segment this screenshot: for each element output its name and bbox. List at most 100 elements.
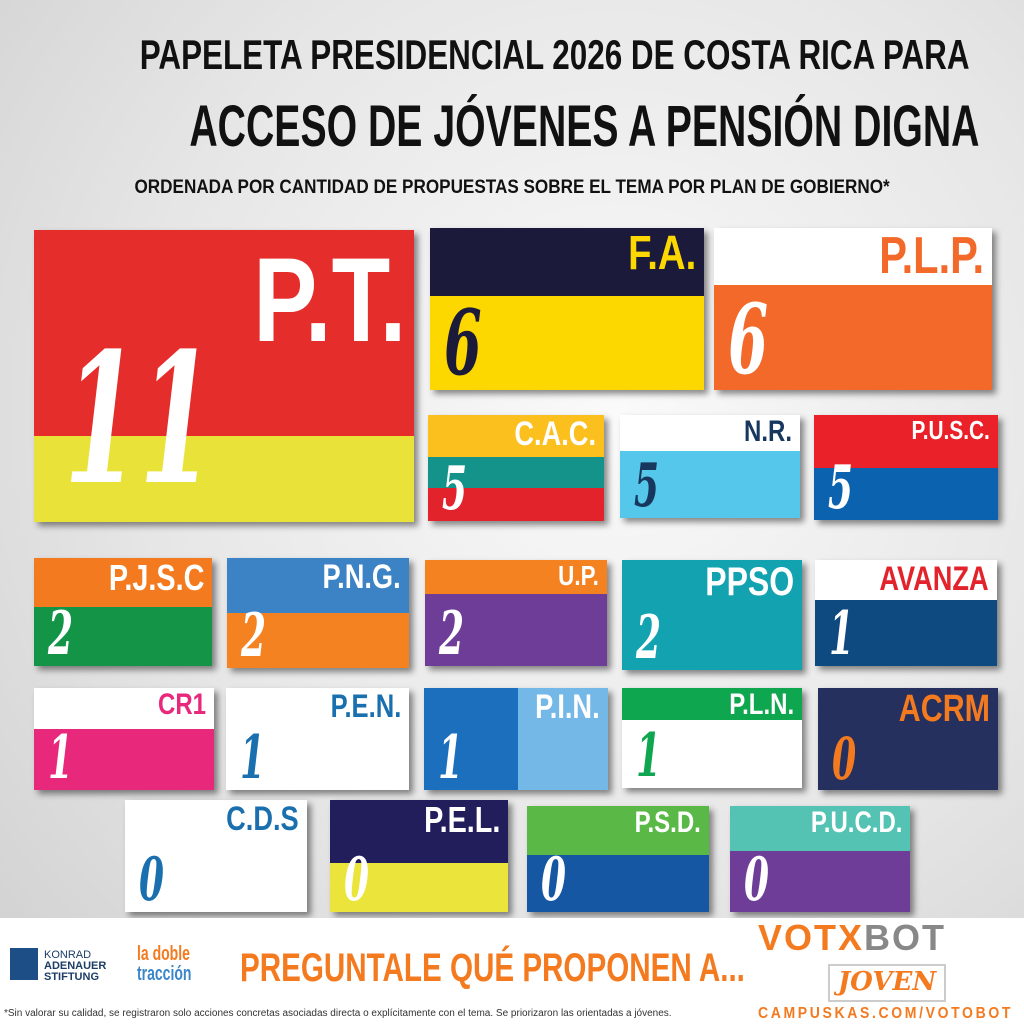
- flag-stripe: [428, 457, 604, 489]
- party-label: U.P.: [558, 560, 599, 591]
- votobot-logo: VOTXBOT: [758, 920, 946, 956]
- flag-stripe: [425, 593, 607, 666]
- proposal-count: 0: [541, 845, 567, 912]
- proposal-count: 2: [636, 603, 662, 670]
- party-tile: C.D.S 0: [125, 800, 307, 912]
- party-tile: P.N.G. 2: [227, 558, 409, 668]
- party-tile: P.L.N. 1: [622, 688, 802, 788]
- proposal-count: 11: [64, 314, 215, 522]
- call-to-action: PREGUNTALE QUÉ PROPONEN A...: [240, 946, 745, 990]
- party-label: P.L.P.: [879, 228, 984, 285]
- party-tile: P.T. 11: [34, 230, 414, 522]
- flag-stripe: [34, 230, 414, 437]
- proposal-count: 1: [829, 599, 855, 666]
- proposal-count: 5: [828, 453, 854, 520]
- flag-stripe: [227, 558, 409, 613]
- flag-stripe: [34, 728, 214, 790]
- party-label: C.A.C.: [514, 415, 596, 453]
- ldt-text: la doble: [137, 943, 190, 965]
- flag-stripe: [730, 806, 910, 851]
- proposal-count: 0: [344, 845, 370, 912]
- flag-stripe: [622, 560, 802, 670]
- flag-stripe: [620, 415, 800, 452]
- kas-text: STIFTUNG: [44, 971, 99, 983]
- flag-stripe: [527, 854, 709, 912]
- flag-stripe: [34, 688, 214, 729]
- party-label: P.I.N.: [535, 688, 600, 726]
- ldt-text: tracción: [137, 963, 192, 985]
- kas-text: ADENAUER: [44, 960, 107, 972]
- proposal-count: 1: [438, 723, 464, 790]
- flag-stripe: [425, 560, 607, 594]
- party-tile: P.L.P. 6: [714, 228, 992, 390]
- votobot-text: VOTX: [758, 917, 865, 958]
- joven-badge: JOVEN: [828, 964, 946, 1002]
- party-label: P.E.N.: [330, 688, 401, 724]
- party-label: P.N.G.: [322, 558, 401, 596]
- party-label: PPSO: [705, 560, 794, 604]
- flag-stripe: [818, 688, 998, 790]
- flag-stripe: [815, 600, 997, 666]
- party-tile: ACRM 0: [818, 688, 998, 790]
- party-label: P.J.S.C: [108, 558, 204, 598]
- subtitle: ORDENADA POR CANTIDAD DE PROPUESTAS SOBR…: [134, 177, 890, 198]
- party-label: CR1: [157, 688, 206, 721]
- party-tile: N.R. 5: [620, 415, 800, 518]
- party-label: F.A.: [627, 228, 696, 280]
- party-label: P.U.S.C.: [911, 415, 990, 445]
- flag-stripe: [430, 228, 704, 297]
- call-to-action-wrap: PREGUNTALE QUÉ PROPONEN A...: [240, 948, 922, 988]
- title-line-1: PAPELETA PRESIDENCIAL 2026 DE COSTA RICA…: [139, 31, 970, 78]
- flag-stripe: [430, 296, 704, 390]
- votobot-text: BOT: [864, 917, 947, 958]
- flag-stripe: [714, 228, 992, 285]
- proposal-count: 0: [744, 845, 770, 912]
- footnote-wrap: *Sin valorar su calidad, se registraron …: [4, 1009, 672, 1019]
- website-link[interactable]: CAMPUSKAS.COM/VOTOBOT: [758, 1005, 1014, 1022]
- party-label: P.S.D.: [634, 806, 701, 839]
- party-tile: P.E.N. 1: [226, 688, 409, 790]
- flag-stripe: [622, 720, 802, 788]
- flag-stripe: [424, 688, 518, 790]
- party-tile: P.E.L. 0: [330, 800, 508, 912]
- title-line-1-wrap: PAPELETA PRESIDENCIAL 2026 DE COSTA RICA…: [0, 34, 1024, 76]
- party-tile: P.S.D. 0: [527, 806, 709, 912]
- proposal-count: 6: [444, 290, 482, 390]
- title-line-2: ACCESO DE JÓVENES A PENSIÓN DIGNA: [189, 94, 980, 159]
- party-tile: U.P. 2: [425, 560, 607, 666]
- party-label: P.L.N.: [729, 688, 794, 721]
- flag-stripe: [330, 800, 508, 863]
- title-line-2-wrap: ACCESO DE JÓVENES A PENSIÓN DIGNA: [0, 98, 1024, 156]
- proposal-count: 0: [139, 845, 165, 912]
- proposal-count: 1: [636, 721, 662, 788]
- flag-stripe: [527, 806, 709, 855]
- footer: KONRAD ADENAUER STIFTUNG la doble tracci…: [0, 918, 1024, 1024]
- proposal-count: 2: [439, 599, 465, 666]
- kas-logo: KONRAD ADENAUER STIFTUNG: [10, 948, 130, 988]
- party-tile: AVANZA 1: [815, 560, 997, 666]
- flag-stripe: [714, 284, 992, 390]
- kas-logo-mark: [10, 948, 38, 980]
- party-label: P.T.: [253, 233, 406, 367]
- flag-stripe: [814, 467, 998, 520]
- proposal-count: 5: [442, 454, 468, 521]
- flag-stripe: [815, 560, 997, 601]
- flag-stripe: [730, 850, 910, 912]
- flag-stripe: [34, 558, 212, 607]
- flag-stripe: [330, 862, 508, 912]
- flag-stripe: [620, 451, 800, 518]
- subtitle-wrap: ORDENADA POR CANTIDAD DE PROPUESTAS SOBR…: [0, 178, 1024, 197]
- party-label: P.U.C.D.: [810, 806, 902, 839]
- flag-stripe: [125, 800, 307, 912]
- party-label: C.D.S: [226, 800, 299, 838]
- party-tile: P.J.S.C 2: [34, 558, 212, 666]
- proposal-count: 1: [48, 723, 74, 790]
- proposal-count: 5: [634, 451, 660, 518]
- flag-stripe: [34, 606, 212, 666]
- flag-stripe: [34, 436, 414, 522]
- website-link-wrap[interactable]: CAMPUSKAS.COM/VOTOBOT: [758, 1006, 1024, 1022]
- la-doble-traccion-logo: la doble tracción: [137, 944, 191, 984]
- party-label: AVANZA: [879, 560, 989, 598]
- party-label: ACRM: [898, 688, 990, 730]
- proposal-count: 2: [48, 599, 74, 666]
